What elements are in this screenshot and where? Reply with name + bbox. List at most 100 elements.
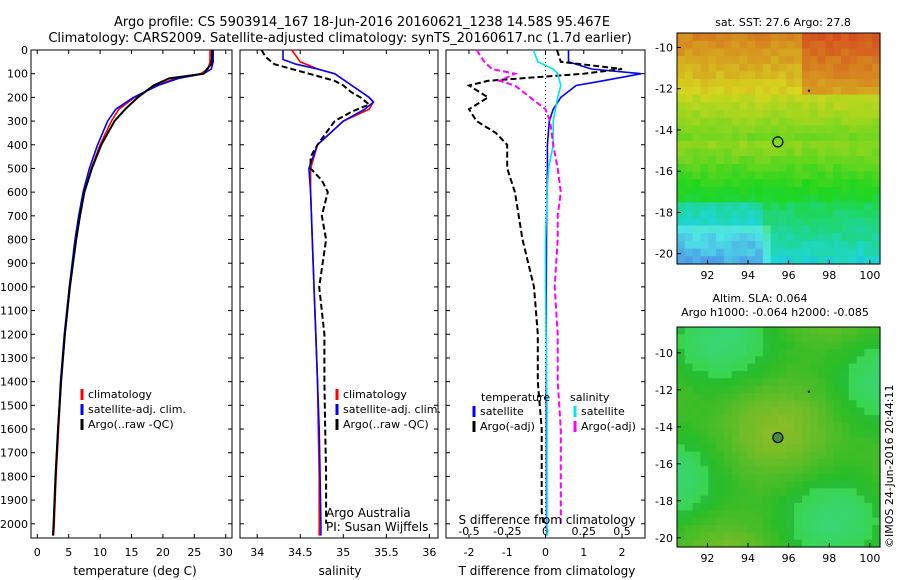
sla-cell	[677, 532, 686, 541]
sst-cell	[677, 86, 686, 96]
sla-cell	[809, 495, 819, 504]
sst-cell	[677, 240, 686, 250]
sst-cell	[833, 117, 842, 126]
sla-cell	[731, 525, 741, 533]
sla-cell	[848, 444, 858, 453]
sla-cell	[848, 334, 858, 343]
sla-cell	[770, 481, 780, 489]
sla-cell	[840, 334, 850, 343]
sst-cell	[786, 240, 795, 250]
sla-cell	[739, 532, 748, 541]
sst-cell	[731, 140, 741, 150]
sst-cell	[762, 33, 772, 42]
sla-cell	[794, 488, 803, 497]
sst-cell	[825, 156, 834, 165]
sla-cell	[755, 429, 764, 438]
sla-cell	[700, 437, 709, 445]
sla-cell	[833, 473, 842, 482]
depth-tick-label: 1700	[0, 447, 28, 460]
sst-cell	[872, 102, 881, 111]
sst-cell	[840, 202, 850, 211]
sst-cell	[864, 202, 873, 211]
sla-cell	[684, 429, 694, 438]
sla-cell	[716, 407, 725, 416]
sla-cell	[716, 444, 725, 453]
sla-cell	[700, 407, 709, 416]
sst-cell	[856, 210, 865, 219]
sst-cell	[825, 210, 834, 219]
sla-cell	[872, 363, 881, 372]
sla-cell	[809, 415, 819, 423]
sst-cell	[762, 233, 772, 242]
sst-cell	[833, 110, 842, 119]
sla-cell	[856, 371, 865, 379]
sla-cell	[723, 356, 733, 365]
sla-cell	[770, 503, 780, 511]
sst-cell	[848, 63, 858, 73]
sla-cell	[692, 363, 702, 372]
sla-cell	[817, 385, 826, 394]
sst-cell	[778, 33, 787, 42]
sla-cell	[833, 495, 842, 504]
sla-cell	[801, 429, 811, 438]
sla-cell	[770, 327, 780, 335]
sla-cell	[708, 525, 717, 533]
sst-cell	[794, 217, 803, 227]
sst-cell	[778, 117, 787, 126]
sla-cell	[677, 341, 686, 350]
sst-cell	[700, 86, 709, 96]
sst-cell	[755, 171, 764, 180]
sla-cell	[723, 510, 733, 519]
sla-cell	[700, 510, 709, 519]
sla-cell	[856, 415, 865, 423]
sla-cell	[762, 385, 772, 394]
sla-cell	[840, 371, 850, 379]
sst-cell	[747, 110, 756, 119]
credit-line2: PI: Susan Wijffels	[326, 520, 428, 534]
sst-cell	[794, 248, 803, 257]
sla-cell	[762, 532, 772, 541]
sla-cell	[786, 400, 795, 409]
sst-cell	[708, 256, 717, 265]
sst-cell	[723, 79, 733, 88]
sst-cell	[770, 217, 780, 227]
sst-cell	[856, 79, 865, 88]
sla-cell	[817, 327, 826, 335]
sst-cell	[786, 71, 795, 80]
sst-cell	[677, 210, 686, 219]
map-x-tick-label: 92	[700, 269, 714, 282]
sla-cell	[833, 503, 842, 511]
x-tick-label: 36	[422, 546, 436, 559]
sla-cell	[731, 400, 741, 409]
sla-cell	[872, 356, 881, 365]
sst-cell	[739, 217, 748, 227]
sla-cell	[755, 495, 764, 504]
sst-cell	[786, 225, 795, 234]
sla-cell	[817, 393, 826, 401]
sla-cell	[692, 429, 702, 438]
temperature-argo-line	[52, 50, 213, 536]
sla-cell	[817, 415, 826, 423]
sla-cell	[809, 349, 819, 357]
sst-cell	[778, 225, 787, 234]
sla-cell	[778, 334, 787, 343]
sst-cell	[739, 179, 748, 188]
sla-cell	[692, 539, 702, 548]
sst-cell	[825, 187, 834, 196]
sst-cell	[692, 233, 702, 242]
sla-cell	[762, 525, 772, 533]
sst-cell	[801, 86, 811, 96]
sla-cell	[778, 393, 787, 401]
sla-cell	[716, 466, 725, 475]
sla-cell	[739, 407, 748, 416]
sst-cell	[833, 240, 842, 250]
sst-cell	[677, 256, 686, 265]
sla-cell	[762, 495, 772, 504]
sst-cell	[723, 140, 733, 150]
sla-cell	[856, 334, 865, 343]
sst-cell	[684, 148, 694, 157]
sst-cell	[755, 256, 764, 265]
sla-cell	[755, 422, 764, 431]
sla-cell	[747, 378, 756, 387]
sst-cell	[794, 256, 803, 265]
